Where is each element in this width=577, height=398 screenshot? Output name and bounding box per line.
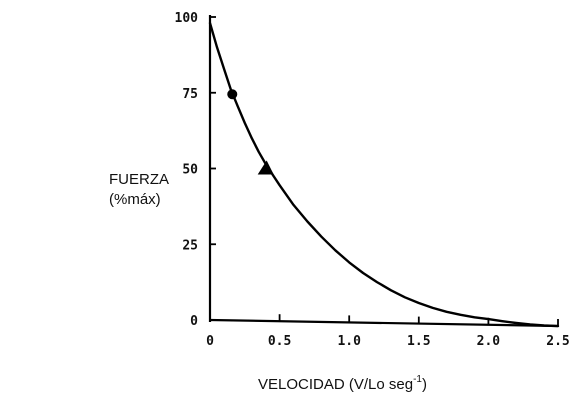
y-tick-label: 100 xyxy=(175,11,199,26)
x-axis-title-main: VELOCIDAD (V/Lo seg xyxy=(258,376,413,393)
x-axis-title-end: ) xyxy=(422,376,427,393)
y-ticks: 0 25 50 75 100 xyxy=(175,11,216,329)
marker-layer xyxy=(227,89,274,175)
x-axis-title-superscript: -1 xyxy=(413,374,422,385)
x-ticks: 0 0.5 1.0 1.5 2.0 2.5 xyxy=(206,314,570,349)
y-tick-label: 0 xyxy=(190,314,198,329)
x-tick-label: 2.5 xyxy=(546,334,569,349)
y-axis-title-line2: (%máx) xyxy=(109,191,161,208)
y-tick-label: 75 xyxy=(182,87,198,102)
x-tick-label: 0 xyxy=(206,334,214,349)
x-tick-label: 1.0 xyxy=(337,334,361,349)
series-line xyxy=(208,21,560,328)
y-tick-label: 25 xyxy=(182,238,198,253)
y-axis-title-line1: FUERZA xyxy=(109,171,169,188)
series-layer xyxy=(208,21,560,328)
x-tick-label: 2.0 xyxy=(477,334,501,349)
triangle-marker xyxy=(257,160,274,175)
circle-marker xyxy=(227,89,238,100)
x-tick-label: 1.5 xyxy=(407,334,430,349)
x-tick-label: 0.5 xyxy=(268,334,291,349)
x-axis xyxy=(209,318,559,328)
y-tick-label: 50 xyxy=(182,163,198,178)
x-axis-title: VELOCIDAD (V/Lo seg-1) xyxy=(258,374,427,393)
